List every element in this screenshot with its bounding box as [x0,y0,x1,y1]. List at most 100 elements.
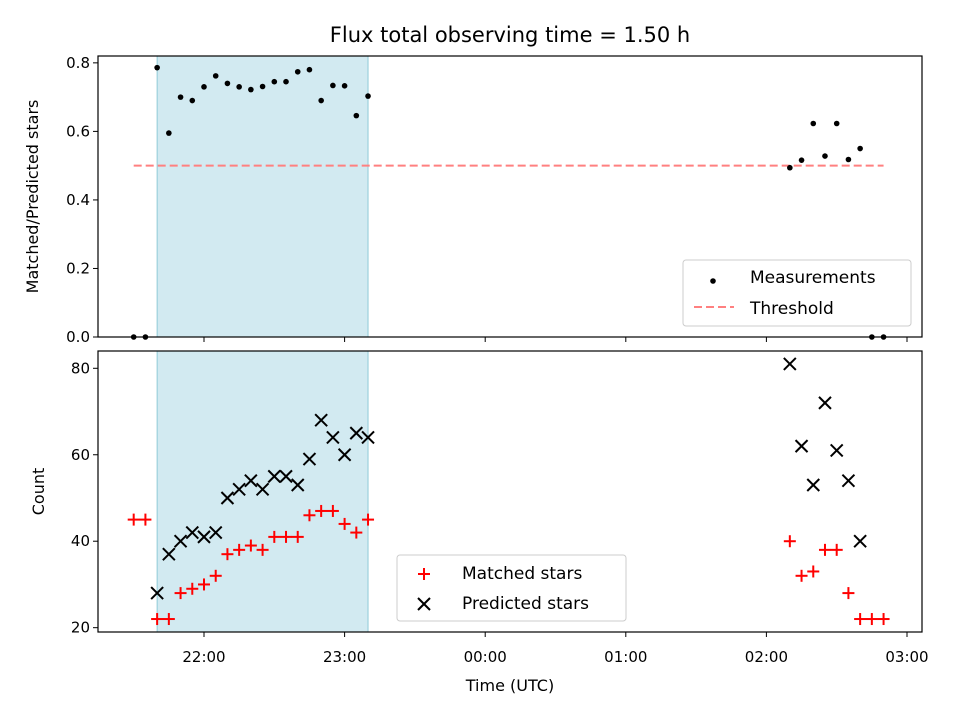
matched-star-point [830,543,843,556]
measurement-point [224,80,231,87]
measurement-point [189,97,196,104]
measurement-point [154,64,160,71]
x-tick-label: 00:00 [464,648,507,666]
measurement-point [833,120,840,127]
observing-span-top [156,55,369,338]
predicted-star-point [349,426,364,440]
y-tick-label: 60 [71,446,90,464]
ratio-legend: Measurements Threshold [682,259,912,327]
matched-star-point [186,582,199,595]
measurement-point [177,94,184,100]
matched-star-point [209,569,222,582]
y-tick-label: 0.6 [66,122,90,140]
predicted-star-point [361,430,375,445]
matched-star-point [854,613,867,626]
predicted-star-point [197,530,211,544]
measurement-point [306,66,313,73]
measurement-point [353,112,360,119]
matched-star-point [877,613,890,626]
matched-star-point [127,513,140,526]
observing-span-bottom [156,350,369,633]
predicted-star-point [255,482,270,497]
predicted-star-point [173,534,188,548]
predicted-star-point [337,448,352,462]
predicted-star-point [314,413,328,427]
matched-star-point [233,543,246,556]
count-y-axis-label: Count [29,468,48,516]
predicted-star-point [829,443,844,458]
predicted-star-point [853,534,867,548]
predicted-star-point [818,396,832,410]
matched-star-point [783,535,796,548]
predicted-star-point [302,452,317,466]
predicted-star-point [185,525,199,540]
measurement-point [330,82,336,89]
y-tick-label: 0.2 [66,259,90,277]
measurement-point [212,73,219,79]
legend-threshold-label: Threshold [749,299,834,319]
predicted-star-point [162,547,176,561]
x-tick-label: 22:00 [182,648,225,666]
matched-star-point [326,504,339,517]
y-tick-label: 0.8 [66,54,90,72]
predicted-star-point [267,469,282,484]
measurement-point [271,78,278,85]
x-tick-label: 03:00 [885,648,928,666]
matched-star-point [818,543,831,556]
x-axis-label: Time (UTC) [465,676,554,695]
y-tick-label: 40 [71,532,90,550]
x-tick-label: 23:00 [323,648,366,666]
y-tick-label: 80 [71,359,90,377]
predicted-star-point [326,430,340,445]
y-tick-label: 20 [71,619,90,637]
matched-star-point [350,526,363,539]
matched-star-point [865,613,878,626]
y-tick-label: 0.0 [66,328,90,346]
ratio-y-axis-label: Matched/Predicted stars [23,100,42,294]
matched-star-point [795,569,808,582]
predicted-star-point [232,482,246,497]
measurement-point [166,130,172,136]
predicted-star-point [806,478,820,492]
legend-measurements-label: Measurements [750,268,876,288]
legend-matched-label: Matched stars [462,564,582,584]
measurement-point [318,97,324,104]
matched-star-point [151,613,164,626]
count-axes-frame [97,350,923,633]
matched-star-point [162,613,175,626]
matched-star-point [291,530,304,543]
measurement-point [810,120,817,127]
y-tick-label: 0.4 [66,191,90,209]
ratio-legend-box [682,259,912,327]
matched-star-point [174,587,187,600]
measurement-point [341,83,348,89]
predicted-star-point [291,478,305,492]
predicted-star-point [150,586,164,600]
measurement-point [857,145,863,152]
ratio-axes-frame [97,55,923,338]
ratio-panel: 0.00.20.40.60.8 Matched/Predicted stars … [23,54,923,346]
measurement-point [201,84,207,90]
measurement-point [248,86,254,93]
matched-star-point [268,530,281,543]
count-legend: Matched stars Predicted stars [396,554,627,622]
matched-star-point [303,509,316,522]
chart-title: Flux total observing time = 1.50 h [330,23,690,47]
matched-star-point [139,513,152,526]
predicted-star-point [783,357,797,371]
measurement-point [283,78,289,85]
count-legend-box [396,554,627,622]
measurement-point [787,164,793,171]
matched-star-point [244,539,257,552]
legend-measurements-marker [710,278,716,284]
matched-star-point [807,565,820,578]
measurement-point [294,68,301,75]
matched-star-point [198,578,210,591]
matched-star-point [280,530,293,543]
measurement-point [845,156,852,163]
predicted-star-point [209,525,223,540]
x-tick-label: 02:00 [745,648,788,666]
matched-star-point [338,517,351,530]
matched-star-point [315,504,328,517]
